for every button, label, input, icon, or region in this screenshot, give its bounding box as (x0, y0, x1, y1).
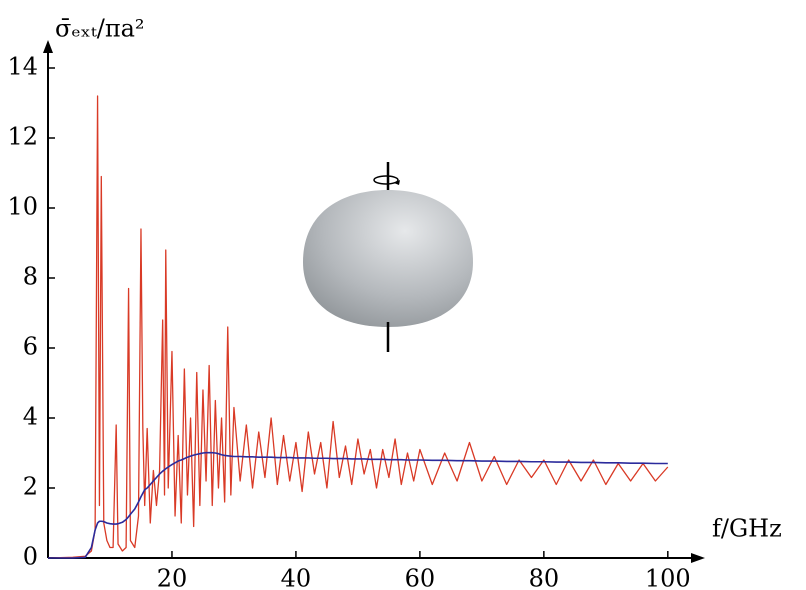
y-tick-label: 4 (23, 403, 38, 431)
x-tick-label: 40 (281, 565, 312, 590)
spheroid-illustration (303, 162, 473, 352)
y-tick-label: 10 (7, 193, 38, 221)
data-line (47, 95, 669, 559)
x-axis-arrow (691, 553, 705, 563)
data-line (48, 451, 668, 559)
y-tick-label: 14 (7, 53, 38, 81)
y-tick-label: 2 (23, 473, 38, 501)
x-tick-label: 100 (645, 565, 691, 590)
y-tick-label: 12 (7, 123, 38, 151)
x-tick-label: 20 (157, 565, 188, 590)
x-tick-label: 60 (405, 565, 436, 590)
y-tick-label: 6 (23, 333, 38, 361)
y-tick-label: 8 (23, 263, 38, 291)
y-tick-label: 0 (23, 543, 38, 571)
y-axis-label: σ̄ₑₓₜ/πa² (55, 15, 145, 43)
y-axis-arrow (43, 40, 53, 53)
x-tick-label: 80 (529, 565, 560, 590)
x-axis-label: f/GHz (712, 515, 782, 543)
